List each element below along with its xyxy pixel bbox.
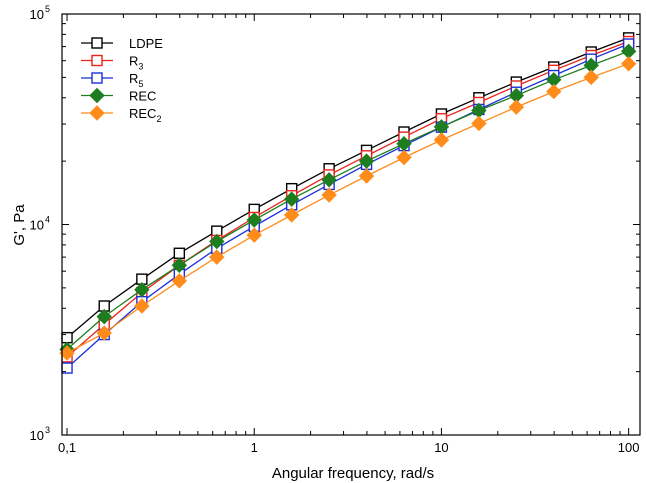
y-axis-label: G', Pa (11, 204, 28, 246)
data-point (583, 69, 599, 86)
legend-label: REC2 (129, 106, 161, 124)
series-rec (59, 43, 637, 358)
series-r3 (61, 35, 635, 363)
data-point (508, 99, 525, 115)
legend-marker (91, 54, 103, 67)
series-line (66, 63, 629, 354)
data-point (321, 187, 337, 203)
series-rec2 (59, 56, 637, 361)
data-point (171, 257, 188, 274)
data-point (246, 227, 262, 243)
series-layer (59, 32, 637, 374)
legend-marker (91, 37, 103, 49)
data-point (283, 207, 300, 223)
legend-label: REC (129, 89, 156, 104)
data-point (246, 212, 262, 228)
legend-marker (89, 87, 105, 104)
series-line (66, 37, 629, 339)
data-point (134, 282, 150, 298)
data-point (173, 247, 186, 259)
data-point (96, 325, 112, 341)
legend-item: REC2 (81, 105, 161, 124)
x-tick-label: 10 (434, 440, 448, 455)
series-line (66, 40, 629, 358)
x-tick-label: 0,1 (58, 440, 76, 455)
data-point (358, 168, 375, 184)
legend-label: R3 (129, 54, 143, 72)
data-point (396, 149, 412, 166)
x-tick-label: 1 (251, 440, 258, 455)
legend-item: REC (81, 87, 156, 104)
x-axis-label: Angular frequency, rad/s (272, 465, 434, 482)
data-point (433, 132, 450, 148)
data-point (358, 153, 375, 169)
legend-item: R3 (81, 54, 143, 72)
data-point (209, 233, 225, 250)
y-tick-label: 10 (30, 428, 44, 443)
data-point (283, 191, 300, 207)
legend-item: R5 (81, 71, 143, 89)
legend-marker (89, 105, 105, 121)
data-point (546, 83, 562, 100)
legend-item: LDPE (81, 36, 163, 51)
y-tick-exponent: 4 (45, 215, 50, 225)
data-point (471, 115, 487, 132)
data-point (171, 273, 188, 289)
y-tick-label: 10 (30, 7, 44, 22)
y-tick-label: 10 (30, 218, 44, 233)
data-point (209, 249, 225, 265)
legend-label: R5 (129, 71, 143, 89)
legend-label: LDPE (129, 36, 163, 51)
y-tick-exponent: 3 (45, 425, 50, 435)
legend-marker (91, 72, 103, 84)
data-point (134, 298, 150, 314)
x-tick-label: 100 (618, 440, 640, 455)
data-point (620, 56, 637, 72)
series-line (66, 43, 629, 369)
data-point (321, 172, 337, 188)
y-tick-exponent: 5 (45, 4, 50, 14)
series-line (66, 50, 629, 350)
data-point (96, 308, 112, 325)
